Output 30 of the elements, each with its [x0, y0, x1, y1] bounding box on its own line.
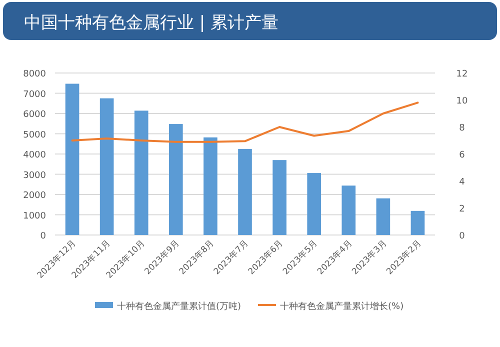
bar [204, 137, 218, 235]
y2-tick-label: 0 [459, 232, 466, 242]
bar [134, 110, 148, 235]
bar [342, 186, 356, 235]
y2-tick-label: 2 [459, 204, 465, 214]
y-tick-label: 6000 [23, 110, 46, 120]
bar [100, 98, 114, 235]
y-tick-label: 8000 [23, 70, 46, 80]
y-tick-label: 3000 [23, 170, 46, 181]
bar [65, 84, 80, 235]
bar [169, 124, 183, 235]
y-tick-label: 1000 [23, 211, 46, 222]
y2-tick-label: 12 [456, 70, 468, 80]
y-tick-label: 0 [40, 232, 46, 242]
legend-label: 十种有色金属产量累计值(万吨) [117, 301, 242, 312]
y-tick-label: 4000 [23, 150, 46, 160]
y-tick-label: 7000 [23, 90, 46, 100]
legend-label: 十种有色金属产量累计增长(%) [280, 301, 404, 312]
bar [410, 210, 425, 235]
chart-title: 中国十种有色金属行业 | 累计产量 [24, 13, 279, 33]
bar [307, 173, 321, 235]
bar [238, 148, 252, 235]
bar [376, 198, 390, 235]
y2-tick-label: 8 [459, 124, 466, 134]
bar [272, 160, 286, 235]
y2-tick-label: 10 [456, 96, 468, 106]
y2-tick-label: 6 [459, 150, 466, 160]
y-tick-label: 5000 [23, 130, 46, 140]
y-tick-label: 2000 [23, 191, 46, 201]
y2-tick-label: 4 [459, 178, 466, 188]
